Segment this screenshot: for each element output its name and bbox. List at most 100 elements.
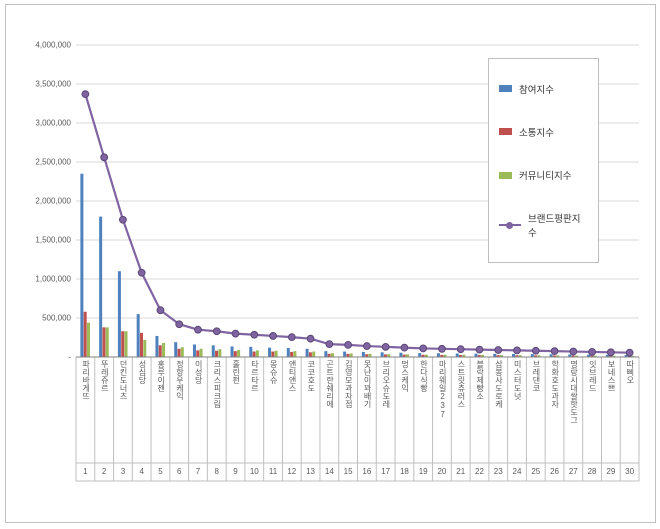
category-label: 멍스케익 (400, 360, 410, 392)
line-swatch-dot (506, 221, 513, 229)
bar-segment (537, 355, 541, 357)
rank-label: 27 (568, 467, 578, 476)
bar-segment (327, 353, 331, 357)
rank-label: 12 (287, 467, 297, 476)
bar-segment (499, 355, 503, 357)
category-label: 곤트란쉐리에 (325, 360, 335, 408)
communication-series-swatch-icon (499, 128, 512, 136)
brand-index-marker (362, 342, 371, 350)
rank-label: 20 (437, 467, 447, 476)
rank-label: 26 (550, 467, 559, 476)
bar-segment (459, 354, 463, 357)
bar-segment (143, 339, 147, 357)
bar-segment (102, 327, 106, 357)
bar-segment (180, 347, 184, 357)
category-label: 못난이꽈배기 (363, 360, 373, 408)
brand-index-marker (287, 333, 296, 342)
bar-segment (424, 354, 428, 357)
bar-segment (368, 353, 372, 357)
category-label: 학화호도과자 (550, 360, 560, 408)
rank-label: 21 (456, 467, 466, 476)
rank-label: 10 (249, 467, 259, 476)
brand-index-marker (494, 346, 503, 354)
bar-segment (443, 354, 447, 357)
brand-index-marker (269, 332, 277, 340)
participation-series-swatch-icon (499, 85, 512, 93)
brand-index-marker (344, 341, 353, 349)
bar-segment (612, 355, 616, 357)
category-label: 크리스피크림 (212, 360, 222, 408)
brand-index-marker (156, 306, 165, 315)
bar-segment (286, 348, 290, 357)
y-tick-label: 4,000,000 (35, 41, 71, 50)
bar-segment (290, 351, 294, 357)
category-label: 블락제빵소 (475, 360, 485, 400)
category-label: 코코호도 (306, 360, 316, 392)
bar-segment (271, 351, 275, 357)
bar-segment (86, 322, 90, 357)
rank-label: 25 (531, 467, 541, 476)
legend-item-brand-reputation-index: 브랜드평판지수 (499, 211, 588, 239)
brand-index-marker (119, 215, 127, 224)
category-label: 브레댄코 (531, 360, 541, 392)
bar-segment (346, 353, 350, 357)
bar-segment (361, 351, 365, 357)
bar-segment (440, 354, 444, 357)
bar-segment (308, 352, 312, 357)
bar-segment (590, 355, 594, 357)
legend-label-communication: 소통지수 (519, 127, 554, 139)
bar-segment (477, 355, 481, 357)
community-series-swatch-icon (499, 171, 512, 179)
rank-label: 16 (362, 467, 372, 476)
y-tick-label: 2,500,000 (35, 158, 71, 167)
category-label: 보네스쁘 (607, 360, 617, 392)
bar-segment (512, 353, 516, 357)
brand-index-marker (325, 340, 334, 349)
y-tick-label: - (68, 353, 71, 362)
bar-segment (609, 355, 613, 357)
bar-segment (230, 346, 234, 357)
brand-index-marker (438, 344, 446, 353)
category-label: 김영모과자점 (344, 360, 354, 408)
category-label: 잇브레드 (588, 360, 598, 392)
brand-index-marker (100, 153, 109, 162)
brand-index-marker (81, 90, 90, 99)
y-tick-label: 1,500,000 (35, 236, 71, 245)
bar-segment (158, 345, 162, 357)
bar-segment (237, 349, 241, 357)
legend-item-communication-index: 소통지수 (499, 125, 588, 139)
bar-segment (80, 173, 84, 357)
category-label: 명랑시대쌀핫도그 (569, 360, 579, 424)
brand-index-marker (250, 330, 259, 339)
y-tick-label: 2,000,000 (35, 197, 71, 206)
bar-segment (105, 327, 109, 357)
bar-segment (155, 335, 159, 357)
brand-index-line-swatch-icon (499, 221, 521, 230)
rank-label: 28 (587, 467, 597, 476)
rank-label: 4 (139, 467, 144, 476)
rank-label: 29 (606, 467, 616, 476)
brand-index-marker (513, 346, 521, 355)
bar-segment (556, 355, 560, 357)
bar-segment (177, 348, 181, 357)
bar-segment (574, 355, 578, 357)
bar-segment (380, 352, 384, 357)
bar-segment (462, 354, 466, 357)
category-label: 타르타르 (250, 360, 260, 392)
bar-segment (496, 355, 500, 357)
bar-segment (493, 353, 497, 357)
bar-segment (211, 345, 215, 357)
y-tick-label: 500,000 (42, 314, 71, 323)
legend-label-brand-reputation: 브랜드평판지수 (528, 214, 581, 240)
brand-index-marker (212, 327, 221, 336)
rank-label: 22 (475, 467, 484, 476)
bar-segment (255, 350, 259, 357)
bar-segment (215, 350, 219, 357)
rank-label: 6 (176, 467, 182, 476)
category-label: 마리웨일237 (438, 360, 448, 419)
bar-segment (305, 348, 309, 357)
category-label: 따삐오 (625, 360, 635, 384)
bar-segment (383, 354, 387, 357)
rank-label: 14 (324, 467, 334, 476)
bar-segment (534, 355, 538, 357)
